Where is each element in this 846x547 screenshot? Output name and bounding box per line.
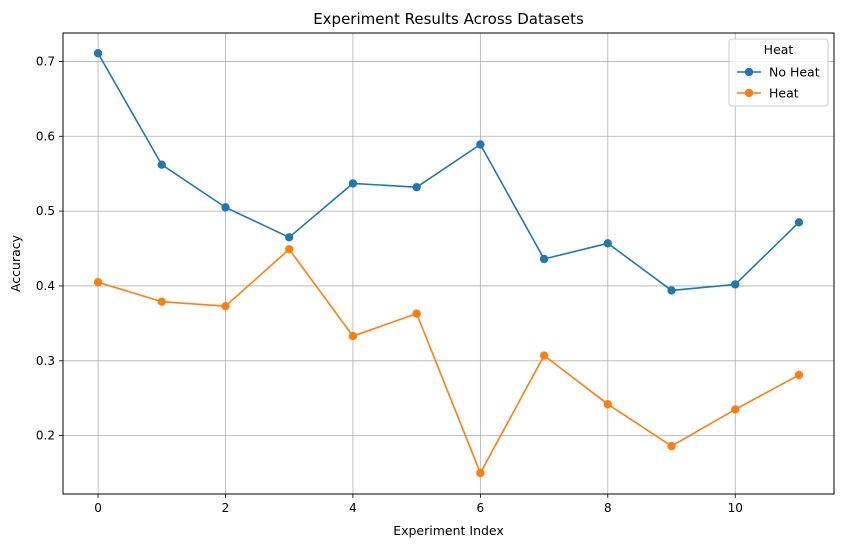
y-tick-label: 0.5 — [36, 204, 55, 218]
series-no-heat — [93, 49, 804, 295]
data-point — [731, 405, 740, 414]
legend-marker — [744, 88, 754, 98]
y-tick-label: 0.6 — [36, 129, 55, 143]
series-lines — [93, 49, 804, 478]
data-point — [539, 254, 549, 264]
x-axis-label: Experiment Index — [393, 523, 504, 538]
data-point — [221, 301, 230, 311]
data-point — [603, 399, 612, 409]
data-point — [157, 160, 166, 169]
axis-ticks: 0 2 4 6 8 10 0.2 0.3 0.4 0.5 0.6 0.7 — [36, 54, 743, 515]
data-point — [412, 182, 421, 192]
series-line — [97, 52, 800, 292]
data-point — [285, 245, 294, 254]
legend-entry: Heat — [737, 86, 799, 101]
x-tick-label: 6 — [477, 501, 485, 515]
legend-marker — [744, 67, 754, 77]
legend-entry: No Heat — [737, 65, 820, 80]
data-point — [539, 351, 549, 360]
data-point — [93, 278, 103, 287]
y-tick-label: 0.7 — [36, 54, 55, 68]
x-tick-label: 0 — [94, 501, 102, 515]
grid — [63, 33, 834, 494]
data-point — [794, 370, 804, 380]
y-tick-label: 0.2 — [36, 429, 55, 443]
legend-box — [728, 38, 829, 107]
data-point — [476, 468, 485, 478]
data-point — [476, 140, 485, 149]
x-tick-label: 10 — [728, 501, 743, 515]
series-heat — [93, 245, 804, 478]
data-point — [412, 309, 421, 318]
legend-label: Heat — [769, 86, 799, 101]
data-point — [285, 233, 294, 242]
legend-label: No Heat — [769, 65, 820, 80]
data-point — [157, 297, 166, 306]
data-point — [794, 218, 804, 227]
x-tick-label: 2 — [222, 501, 230, 515]
series-line — [97, 248, 800, 474]
y-axis-label: Accuracy — [8, 234, 23, 292]
data-point — [731, 280, 740, 289]
data-point — [603, 239, 612, 248]
data-point — [667, 286, 676, 295]
plot-frame — [62, 32, 835, 495]
legend: Heat No Heat Heat — [728, 38, 829, 107]
data-point — [348, 331, 358, 341]
legend-title: Heat — [764, 42, 794, 57]
x-tick-label: 8 — [604, 501, 612, 515]
data-point — [221, 203, 230, 212]
chart-title: Experiment Results Across Datasets — [313, 10, 584, 28]
data-point — [348, 179, 358, 188]
y-tick-label: 0.4 — [36, 279, 55, 293]
y-tick-label: 0.3 — [36, 354, 55, 368]
x-tick-label: 4 — [349, 501, 357, 515]
data-point — [667, 441, 676, 451]
data-point — [93, 49, 103, 58]
